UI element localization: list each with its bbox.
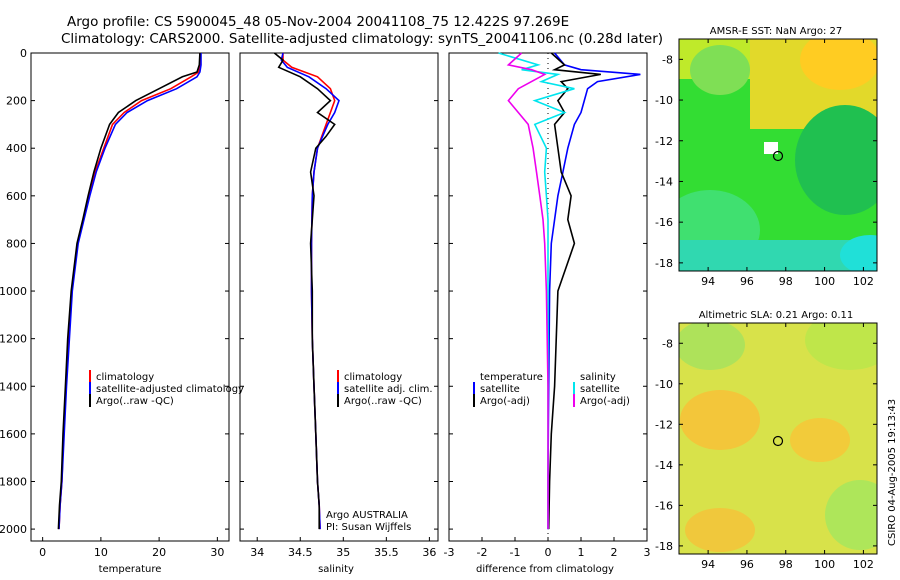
x-tick-label: 36 — [422, 546, 436, 559]
map-x-tick-label: 102 — [853, 275, 874, 288]
y-tick-label: 1600 — [0, 428, 27, 441]
sst-map-patch — [690, 45, 750, 95]
y-tick-label: 0 — [20, 47, 27, 60]
series-line-red — [59, 53, 200, 529]
map-y-tick-label: -10 — [655, 378, 673, 391]
map-y-tick-label: -14 — [655, 175, 673, 188]
map-x-tick-label: 98 — [779, 275, 793, 288]
temperature-xlabel: temperature — [99, 564, 162, 575]
map-x-tick-label: 94 — [701, 558, 715, 571]
legend-label: climatology — [96, 372, 154, 383]
figure: Argo profile: CS 5900045_48 05-Nov-2004 … — [0, 0, 900, 580]
legend-label: satellite adj. clim. — [344, 384, 433, 395]
difference-legend: temperature satellite Argo(-adj) salinit… — [474, 372, 630, 407]
y-tick-label: 1800 — [0, 475, 27, 488]
map-y-tick-label: -18 — [655, 540, 673, 553]
credit-text: CSIRO 04-Aug-2005 19:13:43 — [887, 399, 898, 546]
legend-label: climatology — [344, 372, 402, 383]
title-line-2: Climatology: CARS2000. Satellite-adjuste… — [61, 31, 663, 47]
map-x-tick-label: 100 — [814, 275, 835, 288]
temperature-panel-frame — [31, 53, 229, 541]
map-y-tick-label: -8 — [662, 337, 673, 350]
map-y-tick-label: -8 — [662, 53, 673, 66]
sla-map-patch — [675, 320, 745, 370]
map-y-tick-label: -16 — [655, 499, 673, 512]
title-line-1: Argo profile: CS 5900045_48 05-Nov-2004 … — [67, 14, 569, 30]
x-tick-label: 20 — [152, 546, 166, 559]
legend-label: Argo(-adj) — [580, 396, 630, 407]
y-tick-label: 1400 — [0, 380, 27, 393]
sst-map-cool-patch — [795, 105, 895, 215]
legend-label: Argo(..raw -QC) — [344, 396, 422, 407]
sla-map-high-patch — [790, 418, 850, 462]
map-x-tick-label: 100 — [814, 558, 835, 571]
y-tick-label: 800 — [6, 237, 27, 250]
map-y-tick-label: -10 — [655, 94, 673, 107]
y-tick-label: 1000 — [0, 285, 27, 298]
map-x-tick-label: 102 — [853, 558, 874, 571]
argo-australia-annotation: Argo AUSTRALIA — [326, 510, 408, 521]
sla-map-high-patch — [685, 508, 755, 552]
x-tick-label: 3 — [644, 546, 651, 559]
legend-label: Argo(-adj) — [480, 396, 530, 407]
series-line-blue — [281, 53, 339, 529]
map-y-tick-label: -18 — [655, 257, 673, 270]
difference-plot: -3 -2 -1 0 1 2 3 — [444, 53, 651, 559]
temperature-plot: 0 10 20 30 0 200 400 600 800 1000 1200 1400 1600 1800… — [0, 47, 229, 559]
x-tick-label: -1 — [510, 546, 521, 559]
legend-label: satellite — [580, 384, 620, 395]
salinity-legend: climatology satellite adj. clim. Argo(..… — [338, 370, 433, 407]
sla-map-high-patch — [680, 390, 760, 450]
map-x-tick-label: 98 — [779, 558, 793, 571]
map-x-tick-label: 94 — [701, 275, 715, 288]
y-tick-label: 200 — [6, 95, 27, 108]
difference-xlabel: difference from climatology — [476, 564, 614, 575]
salinity-plot: 34 34.5 35 35.5 36 — [240, 53, 438, 559]
sst-map-cyan-patch — [840, 235, 900, 275]
x-tick-label: 34.5 — [288, 546, 313, 559]
pi-annotation: PI: Susan Wijffels — [326, 522, 411, 533]
x-tick-label: 10 — [94, 546, 108, 559]
x-tick-label: 1 — [578, 546, 585, 559]
sla-map — [675, 310, 895, 554]
x-tick-label: 0 — [39, 546, 46, 559]
legend-label: salinity — [580, 372, 616, 383]
legend-label: satellite-adjusted climatology — [96, 384, 244, 395]
map-x-tick-label: 96 — [740, 275, 754, 288]
salinity-panel-frame — [240, 53, 438, 541]
map-x-tick-label: 96 — [740, 558, 754, 571]
x-tick-label: 30 — [210, 546, 224, 559]
map-y-tick-label: -12 — [655, 418, 673, 431]
x-tick-label: 35.5 — [374, 546, 399, 559]
x-tick-label: -3 — [444, 546, 455, 559]
map-y-tick-label: -14 — [655, 459, 673, 472]
series-line-blue — [59, 53, 201, 529]
sla-map-title: Altimetric SLA: 0.21 Argo: 0.11 — [699, 310, 854, 321]
x-tick-label: 0 — [545, 546, 552, 559]
legend-label: temperature — [480, 372, 543, 383]
y-tick-label: 600 — [6, 190, 27, 203]
series-line-blue — [548, 53, 640, 529]
salinity-xlabel: salinity — [318, 564, 354, 575]
legend-label: Argo(..raw -QC) — [96, 396, 174, 407]
map-y-tick-label: -12 — [655, 135, 673, 148]
sst-map-title: AMSR-E SST: NaN Argo: 27 — [710, 26, 843, 37]
sla-map-patch — [825, 480, 895, 550]
x-tick-label: 2 — [611, 546, 618, 559]
y-tick-label: 1200 — [0, 333, 27, 346]
x-tick-label: 35 — [336, 546, 350, 559]
legend-label: satellite — [480, 384, 520, 395]
series-line-magenta — [508, 53, 548, 529]
x-tick-label: -2 — [477, 546, 488, 559]
map-y-tick-label: -16 — [655, 216, 673, 229]
series-line-cyan — [499, 53, 575, 529]
temperature-legend: climatology satellite-adjusted climatolo… — [90, 370, 244, 407]
x-tick-label: 34 — [250, 546, 264, 559]
y-tick-label: 400 — [6, 142, 27, 155]
series-line-black — [58, 53, 200, 529]
y-tick-label: 2000 — [0, 523, 27, 536]
